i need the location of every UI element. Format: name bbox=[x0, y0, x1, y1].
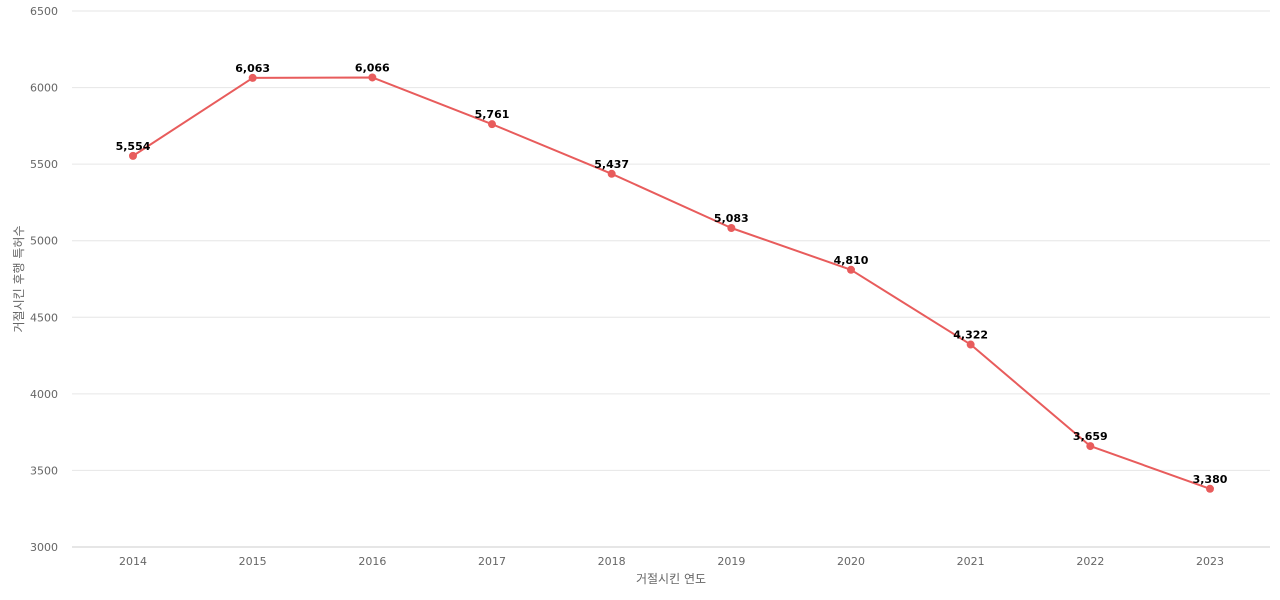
x-tick-label: 2020 bbox=[837, 555, 865, 568]
data-point bbox=[368, 73, 377, 82]
y-tick-label: 3500 bbox=[30, 464, 58, 477]
data-point bbox=[847, 265, 855, 274]
y-tick-label: 5000 bbox=[30, 235, 58, 248]
data-label: 4,810 bbox=[834, 254, 869, 267]
x-tick-label: 2019 bbox=[717, 555, 745, 568]
y-tick-label: 3000 bbox=[30, 541, 58, 554]
data-label: 6,066 bbox=[355, 61, 390, 74]
data-point bbox=[1206, 484, 1214, 493]
data-label: 5,554 bbox=[116, 140, 151, 153]
y-tick-label: 5500 bbox=[30, 158, 58, 171]
data-point bbox=[488, 120, 496, 129]
x-tick-label: 2023 bbox=[1196, 555, 1224, 568]
grid-layer bbox=[72, 10, 1270, 548]
data-point bbox=[248, 73, 257, 82]
data-label: 5,761 bbox=[475, 108, 510, 121]
data-label: 6,063 bbox=[235, 62, 270, 75]
y-tick-label: 6000 bbox=[30, 82, 58, 95]
x-tick-label: 2018 bbox=[598, 555, 626, 568]
data-label: 3,380 bbox=[1193, 473, 1228, 486]
y-tick-label: 4500 bbox=[30, 311, 58, 324]
y-axis-title: 거절시킨 후행 특허수 bbox=[11, 226, 26, 333]
x-tick-label: 2017 bbox=[478, 555, 506, 568]
x-tick-label: 2022 bbox=[1076, 555, 1104, 568]
x-tick-label: 2021 bbox=[957, 555, 985, 568]
x-tick-label: 2015 bbox=[239, 555, 267, 568]
data-point bbox=[607, 169, 616, 178]
data-label: 5,437 bbox=[594, 158, 629, 171]
x-axis-title: 거절시킨 연도 bbox=[636, 572, 706, 586]
y-tick-label: 4000 bbox=[30, 388, 58, 401]
series-layer bbox=[129, 73, 1214, 493]
y-axis-ticks: 3000 3500 4000 4500 5000 5500 6000 6500 bbox=[30, 5, 58, 554]
data-label: 4,322 bbox=[953, 329, 988, 342]
data-labels: 5,554 6,063 6,066 5,761 5,437 5,083 4,810 4,322… bbox=[116, 61, 1228, 485]
data-point bbox=[129, 151, 137, 160]
data-label: 5,083 bbox=[714, 212, 749, 225]
x-tick-label: 2014 bbox=[119, 555, 147, 568]
y-tick-label: 6500 bbox=[30, 5, 58, 18]
data-point bbox=[727, 224, 736, 233]
x-tick-label: 2016 bbox=[358, 555, 386, 568]
data-point bbox=[966, 340, 975, 349]
data-label: 3,659 bbox=[1073, 430, 1108, 443]
data-point bbox=[1086, 442, 1095, 451]
series-line bbox=[132, 76, 1211, 490]
x-axis-ticks: 2014 2015 2016 2017 2018 2019 2020 2021 2022 2023 bbox=[119, 555, 1224, 568]
